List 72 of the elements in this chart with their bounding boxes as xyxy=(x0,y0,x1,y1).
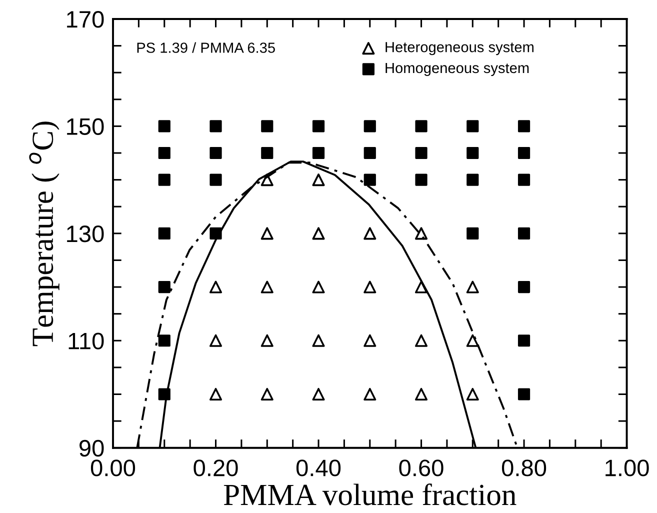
point xyxy=(209,334,222,347)
legend-label: Heterogeneous system xyxy=(386,42,534,56)
point xyxy=(518,334,530,347)
point xyxy=(518,388,530,400)
annotation: PS 1.39 / PMMA 6.35 xyxy=(137,42,275,53)
point xyxy=(414,388,428,401)
y-tick-label: 130 xyxy=(67,225,104,242)
point xyxy=(158,280,170,294)
point xyxy=(312,146,325,160)
point xyxy=(312,174,325,186)
point xyxy=(518,280,530,294)
point xyxy=(518,174,530,186)
point xyxy=(158,334,170,347)
point xyxy=(415,146,428,160)
x-axis-title: PMMA volume fraction xyxy=(224,483,516,506)
y-tick-label: 110 xyxy=(68,332,104,350)
point xyxy=(466,120,479,132)
point xyxy=(364,174,376,186)
point xyxy=(364,388,376,401)
point xyxy=(364,227,376,240)
point xyxy=(260,334,274,347)
x-tick-label: 0.80 xyxy=(502,460,546,476)
point xyxy=(518,120,530,132)
point xyxy=(466,174,479,186)
point xyxy=(364,280,376,294)
point xyxy=(209,280,222,294)
point xyxy=(364,146,376,160)
point xyxy=(209,388,222,401)
point xyxy=(260,174,274,186)
point xyxy=(518,146,530,160)
point xyxy=(210,146,222,160)
point xyxy=(158,174,170,186)
point xyxy=(260,388,274,401)
point xyxy=(312,280,325,294)
point xyxy=(158,388,170,400)
x-tick-label: 0.60 xyxy=(399,460,444,476)
x-tick-label: 0.20 xyxy=(194,460,238,476)
point xyxy=(158,120,170,132)
point xyxy=(466,334,479,347)
x-tick-label: 0.00 xyxy=(90,460,136,476)
point xyxy=(364,120,376,132)
point xyxy=(466,146,479,160)
point xyxy=(364,334,376,347)
y-tick-label: 90 xyxy=(80,440,104,457)
point xyxy=(466,388,479,401)
point xyxy=(312,120,325,132)
point xyxy=(518,227,530,240)
point xyxy=(466,280,479,294)
point xyxy=(414,227,428,240)
point xyxy=(312,227,325,240)
legend-label: Homogeneous system xyxy=(386,62,529,76)
y-tick-label: 170 xyxy=(67,11,104,28)
point xyxy=(466,227,479,240)
y-axis-title: Temperature ( $^{o}$C) xyxy=(29,122,60,346)
point xyxy=(415,120,428,132)
point xyxy=(210,227,222,240)
x-tick-label: 0.40 xyxy=(296,460,341,476)
point xyxy=(158,227,170,240)
point xyxy=(260,280,274,294)
point xyxy=(158,146,170,160)
point xyxy=(414,334,428,347)
point xyxy=(414,280,428,294)
point xyxy=(261,146,274,160)
point xyxy=(415,174,428,186)
y-tick-label: 150 xyxy=(67,118,104,135)
x-tick-label: 1.00 xyxy=(606,460,649,476)
point xyxy=(261,120,274,132)
point xyxy=(210,174,222,186)
point xyxy=(260,227,274,240)
point xyxy=(312,334,325,347)
point xyxy=(312,388,325,401)
point xyxy=(210,120,222,132)
